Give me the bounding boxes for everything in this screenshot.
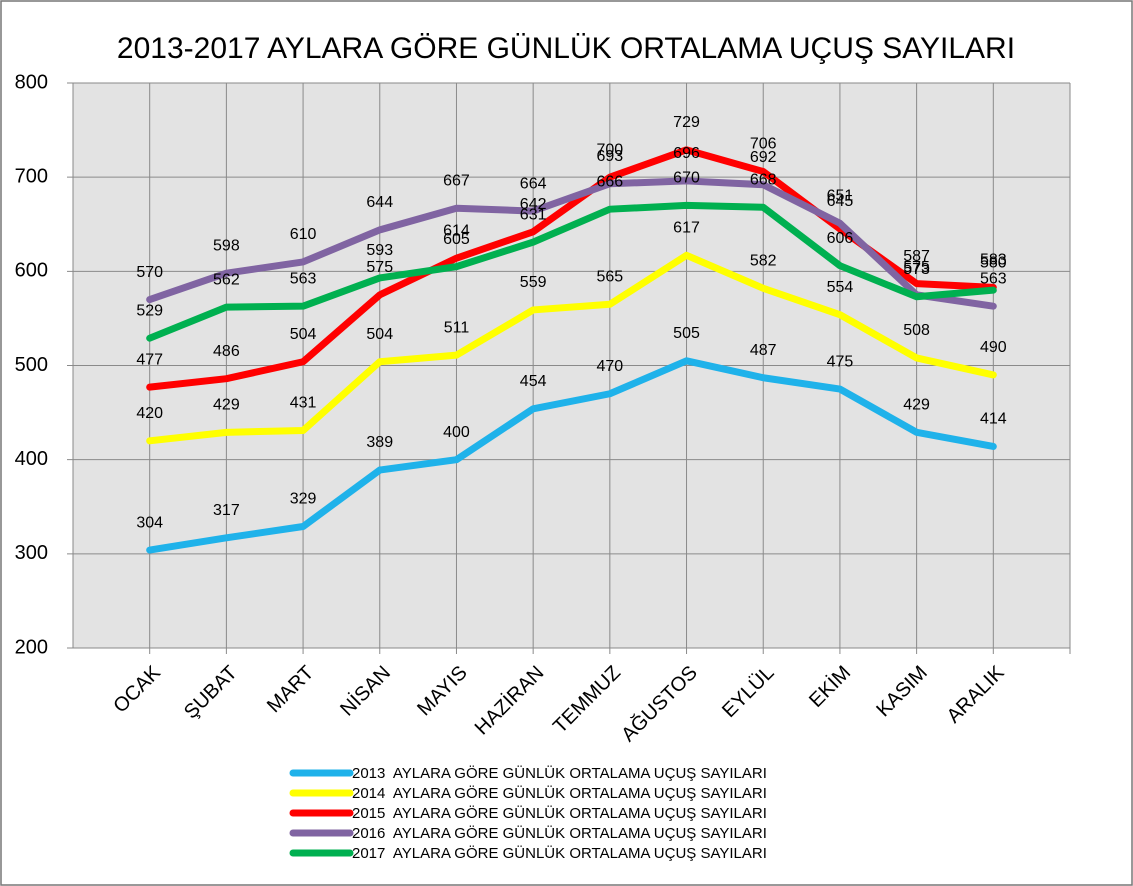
y-tick-label: 700	[15, 165, 48, 187]
legend-label: 2016 AYLARA GÖRE GÜNLÜK ORTALAMA UÇUŞ SA…	[352, 824, 767, 842]
data-label: 304	[136, 514, 163, 531]
chart-title: 2013-2017 AYLARA GÖRE GÜNLÜK ORTALAMA UÇ…	[117, 32, 1015, 65]
data-label: 565	[596, 269, 623, 286]
data-label: 511	[444, 319, 470, 336]
data-label: 617	[673, 220, 700, 237]
data-label: 614	[443, 222, 470, 239]
data-label: 696	[673, 145, 700, 162]
y-tick-label: 500	[15, 354, 48, 376]
data-label: 505	[673, 325, 700, 342]
legend-label: 2014 AYLARA GÖRE GÜNLÜK ORTALAMA UÇUŞ SA…	[352, 784, 767, 802]
data-label: 610	[290, 226, 317, 243]
y-tick-label: 800	[15, 71, 48, 93]
data-label: 563	[290, 270, 317, 287]
data-label: 504	[366, 326, 393, 343]
data-label: 490	[980, 339, 1007, 356]
data-label: 317	[213, 502, 240, 519]
data-label: 593	[366, 242, 393, 259]
data-label: 631	[520, 206, 547, 223]
data-label: 644	[366, 194, 393, 211]
data-label: 454	[520, 373, 547, 390]
series-line	[146, 251, 997, 445]
y-tick-label: 200	[15, 636, 48, 658]
data-label: 664	[520, 175, 547, 192]
data-label: 587	[903, 248, 930, 265]
data-label: 554	[827, 279, 854, 296]
data-label: 651	[827, 188, 854, 205]
data-label: 666	[596, 173, 623, 190]
data-label: 668	[750, 172, 777, 189]
series-line	[146, 357, 997, 554]
data-label: 486	[213, 343, 240, 360]
data-label: 583	[980, 252, 1007, 269]
data-label: 605	[443, 231, 470, 248]
data-label: 329	[290, 491, 317, 508]
legend-label: 2017 AYLARA GÖRE GÜNLÜK ORTALAMA UÇUŞ SA…	[352, 844, 767, 862]
data-label: 570	[136, 264, 163, 281]
series-line	[146, 201, 997, 342]
legend-label: 2013 AYLARA GÖRE GÜNLÜK ORTALAMA UÇUŞ SA…	[352, 764, 767, 782]
data-label: 645	[827, 193, 854, 210]
data-label: 414	[980, 411, 1007, 428]
data-label: 477	[136, 351, 163, 368]
data-label: 692	[750, 149, 777, 166]
data-label: 508	[903, 322, 930, 339]
data-label: 575	[366, 259, 393, 276]
data-label: 431	[290, 395, 317, 412]
data-label: 642	[520, 196, 547, 213]
data-label: 475	[827, 353, 854, 370]
data-label: 562	[213, 271, 240, 288]
data-label: 559	[520, 274, 547, 291]
data-label: 563	[980, 270, 1007, 287]
data-label: 429	[903, 397, 930, 414]
data-label: 573	[903, 261, 930, 278]
y-tick-label: 400	[15, 448, 48, 470]
data-label: 670	[673, 170, 700, 187]
data-label: 598	[213, 237, 240, 254]
y-tick-label: 600	[15, 260, 48, 282]
data-label: 429	[213, 397, 240, 414]
data-label: 529	[136, 302, 163, 319]
data-label: 606	[827, 230, 854, 247]
data-label: 580	[980, 254, 1007, 271]
data-label: 420	[136, 405, 163, 422]
data-label: 575	[903, 259, 930, 276]
data-label: 487	[750, 342, 777, 359]
data-label: 400	[443, 424, 470, 441]
data-label: 582	[750, 253, 777, 270]
data-label: 706	[750, 136, 777, 153]
data-label: 504	[290, 326, 317, 343]
series-line	[146, 177, 997, 310]
data-label: 470	[596, 358, 623, 375]
data-label: 389	[366, 434, 393, 451]
data-label: 700	[596, 141, 623, 158]
legend-label: 2015 AYLARA GÖRE GÜNLÜK ORTALAMA UÇUŞ SA…	[352, 804, 767, 822]
data-label: 667	[443, 172, 470, 189]
data-label: 693	[596, 148, 623, 165]
y-tick-label: 300	[15, 542, 48, 564]
data-label: 729	[673, 114, 700, 131]
